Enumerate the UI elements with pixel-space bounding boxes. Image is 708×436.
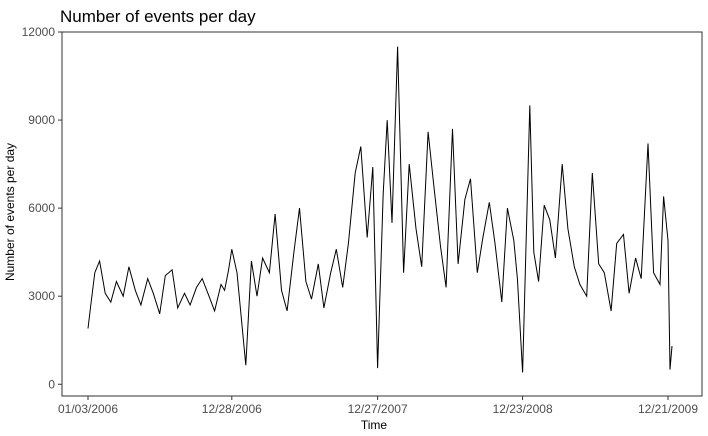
x-tick-label: 12/21/2009 [638, 402, 698, 416]
x-tick-label: 12/27/2007 [348, 402, 408, 416]
y-tick-label: 12000 [22, 25, 56, 39]
y-tick-label: 3000 [28, 289, 55, 303]
y-tick-label: 0 [48, 377, 55, 391]
y-tick-label: 6000 [28, 201, 55, 215]
y-tick-label: 9000 [28, 113, 55, 127]
x-tick-label: 12/23/2008 [493, 402, 553, 416]
chart-title: Number of events per day [60, 7, 256, 26]
y-axis-title: Number of events per day [3, 143, 17, 281]
x-tick-label: 12/28/2006 [202, 402, 262, 416]
y-axis: 0 3000 6000 9000 12000 [22, 25, 62, 391]
x-tick-label: 01/03/2006 [58, 402, 118, 416]
series-line [87, 46, 673, 373]
x-axis-title: Time [361, 418, 388, 432]
plot-panel [61, 31, 703, 397]
x-axis: 01/03/2006 12/28/2006 12/27/2007 12/23/2008… [58, 396, 698, 416]
